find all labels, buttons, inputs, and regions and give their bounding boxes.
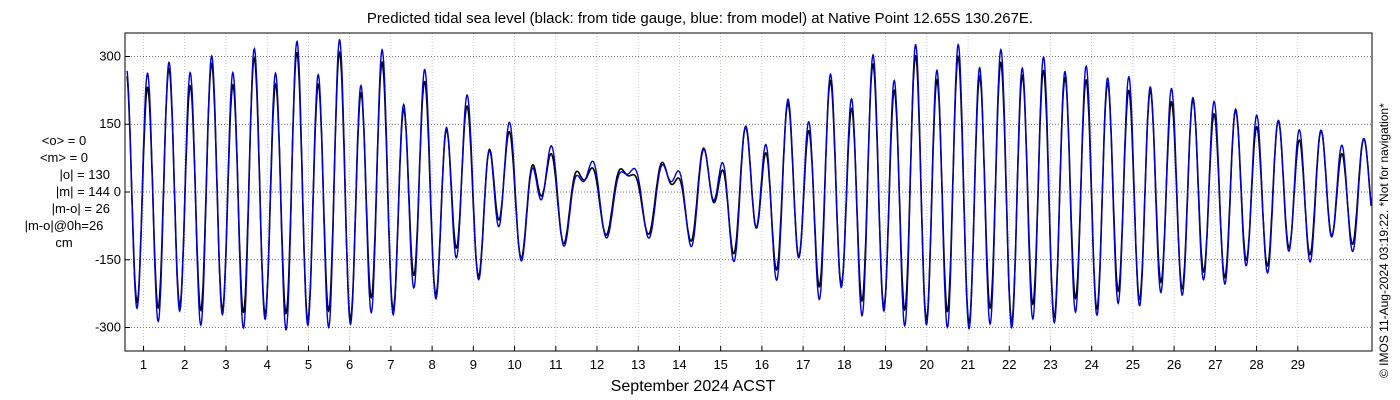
x-tick-label: 4 [264, 357, 271, 372]
x-tick-label: 25 [1126, 357, 1140, 372]
y-tick-label: -150 [95, 252, 121, 267]
stat-abs-obs: |o| = 130 [59, 167, 111, 182]
x-tick-label: 29 [1291, 357, 1305, 372]
x-tick-label: 17 [796, 357, 810, 372]
series-model-line [126, 39, 1372, 331]
x-tick-label: 14 [672, 357, 686, 372]
x-tick-label: 18 [837, 357, 851, 372]
stat-abs-diff: |m-o| = 26 [51, 201, 110, 216]
x-axis-label: September 2024 ACST [611, 378, 776, 395]
grid-layer [125, 33, 1372, 351]
stat-mean-obs: <o> = 0 [41, 133, 87, 148]
x-tick-label: 28 [1249, 357, 1263, 372]
x-tick-label: 15 [713, 357, 727, 372]
stat-mean-model: <m> = 0 [39, 150, 89, 165]
x-tick-label: 22 [1002, 357, 1016, 372]
y-tick-label: 150 [99, 116, 121, 131]
x-tick-label: 12 [590, 357, 604, 372]
stat-unit: cm [55, 235, 73, 250]
x-tick-label: 2 [181, 357, 188, 372]
y-tick-label: 300 [99, 48, 121, 63]
x-tick-label: 6 [346, 357, 353, 372]
x-tick-label: 10 [507, 357, 521, 372]
x-tick-label: 3 [222, 357, 229, 372]
series-layer [126, 39, 1372, 331]
x-tick-label: 26 [1167, 357, 1181, 372]
x-tick-label: 1 [140, 357, 147, 372]
x-tick-label: 8 [428, 357, 435, 372]
x-tick-label: 5 [305, 357, 312, 372]
y-tick-label: -300 [95, 320, 121, 335]
x-tick-label: 11 [549, 357, 563, 372]
x-tick-label: 7 [387, 357, 394, 372]
x-tick-label: 20 [920, 357, 934, 372]
x-tick-label: 16 [755, 357, 769, 372]
stat-abs-diff-0h: |m-o|@0h=26 [24, 218, 104, 233]
x-tick-label: 21 [961, 357, 975, 372]
x-tick-label: 27 [1208, 357, 1222, 372]
stat-abs-model: |m| = 144 [55, 184, 110, 199]
x-tick-label: 13 [631, 357, 645, 372]
stats-panel: <o> = 0 <m> = 0 |o| = 130 |m| = 144 |m-o… [14, 132, 114, 251]
chart-title: Predicted tidal sea level (black: from t… [366, 10, 1034, 27]
y-tick-label: 0 [114, 184, 121, 199]
x-tick-label: 9 [470, 357, 477, 372]
x-tick-label: 23 [1043, 357, 1057, 372]
x-tick-label: 19 [878, 357, 892, 372]
x-tick-label: 24 [1084, 357, 1098, 372]
